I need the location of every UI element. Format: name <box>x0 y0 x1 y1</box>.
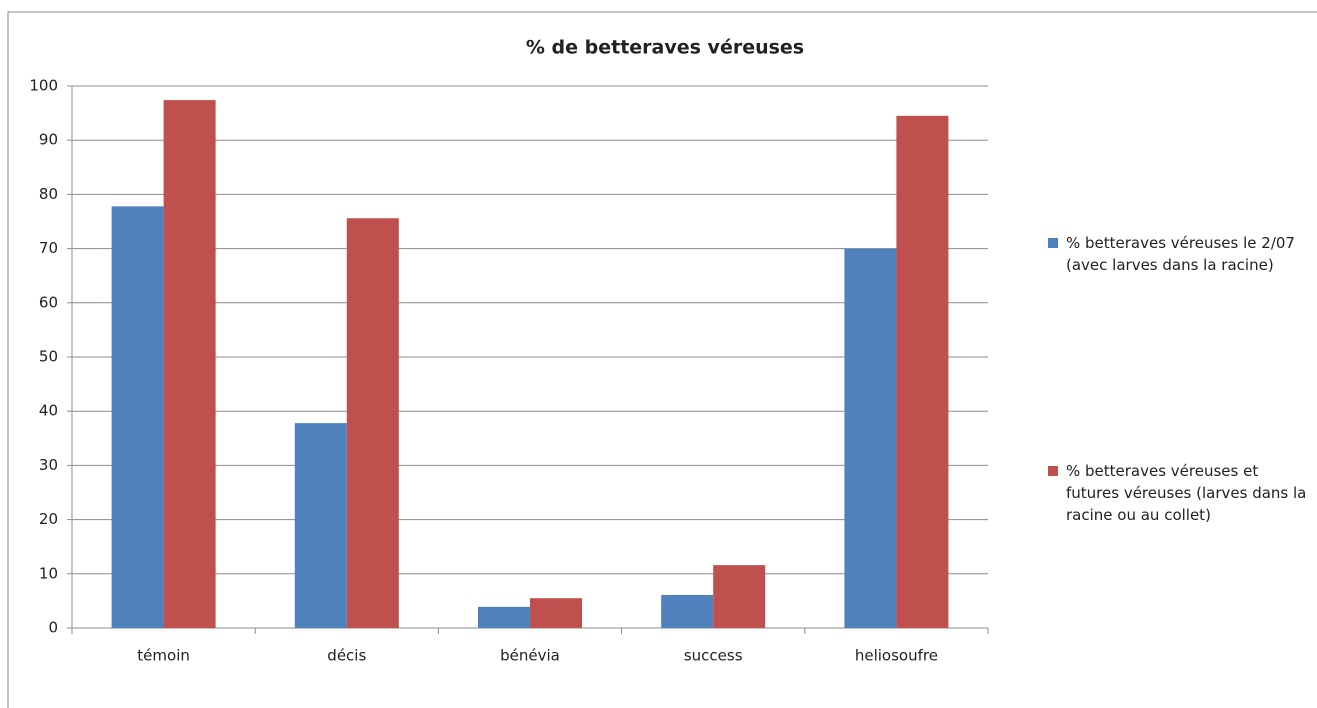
y-tick-label: 80 <box>39 185 58 203</box>
bar <box>347 218 399 628</box>
legend-swatch <box>1048 466 1058 476</box>
legend-label: % betteraves véreuses et futures véreuse… <box>1066 460 1313 526</box>
x-tick-label: décis <box>327 647 366 665</box>
bar <box>164 100 216 628</box>
chart-title: % de betteraves véreuses <box>526 37 804 59</box>
legend-entry: % betteraves véreuses et futures véreuse… <box>1048 460 1313 526</box>
x-tick-label: success <box>684 647 743 665</box>
page: % de betteraves véreuses 0 10 20 30 40 50 60 70… <box>0 0 1317 708</box>
legend-entry: % betteraves véreuses le 2/07 (avec larv… <box>1048 232 1313 276</box>
bar <box>295 423 347 628</box>
y-tick-label: 0 <box>48 619 58 637</box>
y-tick-label: 10 <box>39 564 58 582</box>
y-tick-label: 30 <box>39 456 58 474</box>
y-tick-label: 50 <box>39 348 58 366</box>
bar <box>844 249 896 628</box>
y-tick-label: 100 <box>29 77 58 95</box>
x-tick-label: bénévia <box>500 647 560 665</box>
bar <box>896 116 948 628</box>
legend-swatch <box>1048 238 1058 248</box>
y-tick-label: 60 <box>39 293 58 311</box>
bar <box>713 565 765 628</box>
y-tick-label: 70 <box>39 239 58 257</box>
chart: % de betteraves véreuses 0 10 20 30 40 50 60 70… <box>0 0 1317 708</box>
legend-label: % betteraves véreuses le 2/07 (avec larv… <box>1066 232 1313 276</box>
bar <box>530 598 582 628</box>
y-tick-label: 90 <box>39 131 58 149</box>
x-tick-label: témoin <box>137 647 190 665</box>
y-tick-label: 40 <box>39 402 58 420</box>
bar <box>112 206 164 628</box>
x-tick-label: heliosoufre <box>855 647 938 665</box>
y-tick-label: 20 <box>39 510 58 528</box>
bar <box>661 595 713 628</box>
bar <box>478 607 530 628</box>
